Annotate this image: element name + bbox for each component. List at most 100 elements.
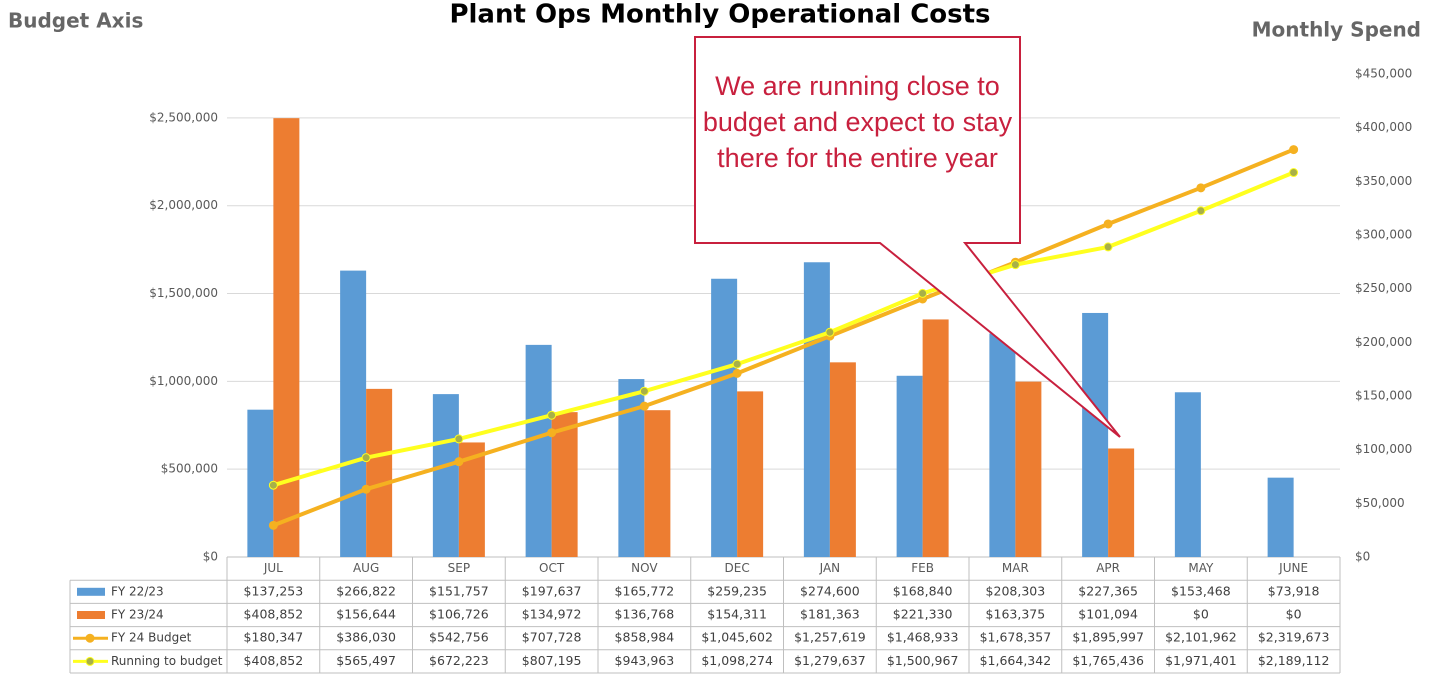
marker [268, 520, 278, 530]
data-label: $0 [1286, 607, 1302, 622]
y-axis-label: Budget Axis [8, 9, 143, 33]
x-tick-label: AUG [353, 561, 379, 575]
bar [1267, 477, 1294, 557]
y2-tick-label: $100,000 [1355, 442, 1412, 456]
x-tick-label: SEP [448, 561, 470, 575]
data-label: $181,363 [800, 607, 860, 622]
marker [454, 457, 464, 467]
data-label: $221,330 [893, 607, 953, 622]
bar [922, 319, 949, 557]
x-tick-label: MAR [1002, 561, 1029, 575]
data-label: $197,637 [522, 583, 582, 598]
legend-key [77, 611, 105, 619]
marker [1289, 145, 1299, 155]
line [272, 147, 1295, 528]
data-label: $101,094 [1078, 607, 1138, 622]
data-label: $1,765,436 [1072, 653, 1144, 668]
data-label: $858,984 [615, 630, 675, 645]
marker [1289, 168, 1299, 178]
bar [737, 391, 764, 557]
marker [825, 327, 835, 337]
data-label: $1,468,933 [887, 630, 959, 645]
chart-title: Plant Ops Monthly Operational Costs [449, 0, 990, 30]
legend-label: FY 24 Budget [111, 631, 192, 645]
marker [732, 359, 742, 369]
y2-tick-label: $300,000 [1355, 228, 1412, 242]
data-label: $1,279,637 [794, 653, 866, 668]
data-label: $707,728 [522, 630, 582, 645]
y2-tick-label: $450,000 [1355, 67, 1412, 81]
data-label: $154,311 [707, 607, 767, 622]
bar [1108, 448, 1135, 557]
data-label: $168,840 [893, 583, 953, 598]
data-label: $408,852 [244, 653, 304, 668]
data-label: $1,098,274 [701, 653, 773, 668]
data-label: $227,365 [1078, 583, 1138, 598]
x-tick-label: FEB [911, 561, 934, 575]
x-tick-label: JUL [263, 561, 283, 575]
bar [551, 412, 578, 557]
data-label: $153,468 [1171, 583, 1231, 598]
marker [1196, 206, 1206, 216]
marker [361, 484, 371, 494]
y-tick-label: $0 [203, 550, 218, 564]
marker [732, 368, 742, 378]
data-label: $542,756 [429, 630, 489, 645]
data-label: $259,235 [707, 583, 767, 598]
bar [829, 362, 856, 557]
bar [340, 270, 367, 557]
line [272, 170, 1295, 488]
data-label: $1,678,357 [980, 630, 1052, 645]
data-label: $1,971,401 [1165, 653, 1237, 668]
x-tick-label: DEC [725, 561, 750, 575]
y-tick-label: $2,500,000 [149, 110, 218, 124]
x-tick-label: OCT [539, 561, 565, 575]
bar [644, 410, 671, 557]
data-label: $151,757 [429, 583, 489, 598]
data-label: $1,045,602 [701, 630, 773, 645]
bar [366, 388, 393, 557]
legend-label: Running to budget [111, 654, 223, 668]
data-label: $943,963 [615, 653, 675, 668]
marker [361, 453, 371, 463]
y2-tick-label: $150,000 [1355, 389, 1412, 403]
data-label: $2,319,673 [1258, 630, 1330, 645]
y-tick-label: $1,500,000 [149, 286, 218, 300]
data-label: $266,822 [336, 583, 396, 598]
callout [694, 36, 1121, 438]
x-tick-label: NOV [631, 561, 658, 575]
marker [1103, 219, 1113, 229]
marker [268, 480, 278, 490]
bar [803, 262, 830, 557]
data-label: $156,644 [336, 607, 396, 622]
legend-key [77, 587, 105, 596]
x-tick-label: APR [1096, 561, 1120, 575]
bar [989, 333, 1016, 557]
y2-tick-label: $350,000 [1355, 174, 1412, 188]
data-label: $408,852 [244, 607, 304, 622]
y2-axis-label: Monthly Spend [1252, 18, 1421, 42]
y2-tick-label: $400,000 [1355, 120, 1412, 134]
data-label: $1,664,342 [980, 653, 1052, 668]
data-label: $274,600 [800, 583, 860, 598]
marker [918, 288, 928, 298]
marker [639, 386, 649, 396]
data-label: $106,726 [429, 607, 489, 622]
bar [711, 278, 738, 557]
marker [454, 434, 464, 444]
bar [432, 394, 459, 557]
y-tick-label: $500,000 [161, 462, 218, 476]
y2-tick-label: $0 [1355, 550, 1370, 564]
bar [896, 375, 923, 557]
x-tick-label: MAY [1188, 561, 1214, 575]
bar [1174, 392, 1201, 557]
data-label: $386,030 [336, 630, 396, 645]
marker [1010, 260, 1020, 270]
bar [525, 344, 552, 557]
y2-tick-label: $200,000 [1355, 335, 1412, 349]
data-label: $163,375 [986, 607, 1046, 622]
data-label: $134,972 [522, 607, 582, 622]
y2-tick-label: $50,000 [1355, 496, 1405, 510]
data-label: $180,347 [244, 630, 304, 645]
